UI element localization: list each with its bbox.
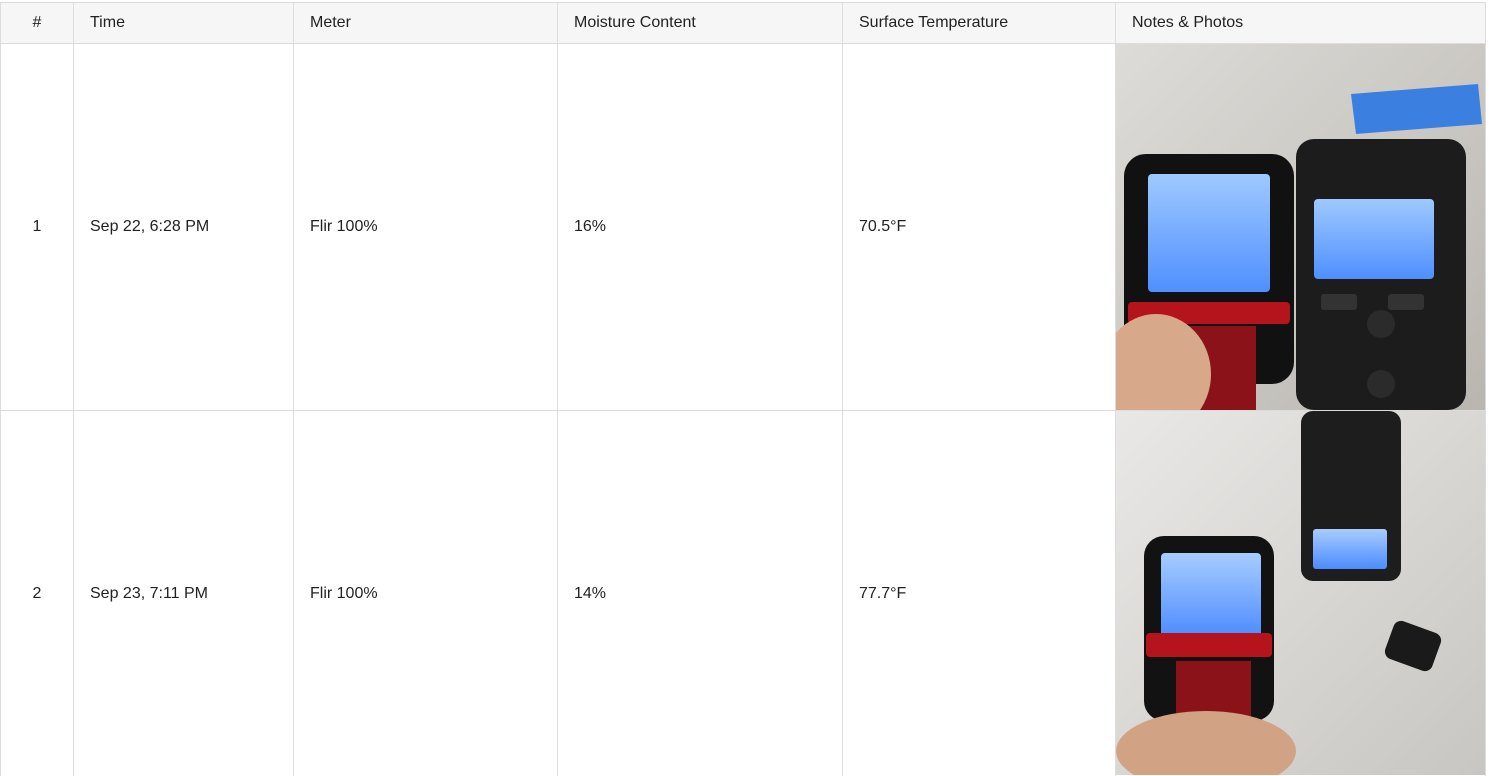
photo-cell: [1115, 43, 1486, 411]
header-cell: Surface Temperature: [842, 2, 1116, 44]
header-cell: #: [0, 2, 74, 44]
cell: 77.7°F: [842, 410, 1116, 776]
cell: Flir 100%: [293, 410, 558, 776]
header-row: # Time Meter Moisture Content Surface Te…: [0, 2, 1486, 44]
header-cell: Time: [73, 2, 294, 44]
cell: Sep 23, 7:11 PM: [73, 410, 294, 776]
header-cell: Notes & Photos: [1115, 2, 1486, 44]
cell: 14%: [557, 410, 843, 776]
cell: 70.5°F: [842, 43, 1116, 411]
header-cell: Meter: [293, 2, 558, 44]
photo[interactable]: [1116, 44, 1485, 410]
cell: 16%: [557, 43, 843, 411]
cell: 1: [0, 43, 74, 411]
cell: 2: [0, 410, 74, 776]
cell: Sep 22, 6:28 PM: [73, 43, 294, 411]
row: 2 Sep 23, 7:11 PM Flir 100% 14% 77.7°F: [0, 410, 1486, 776]
photo-cell: [1115, 410, 1486, 776]
cell: Flir 100%: [293, 43, 558, 411]
photo[interactable]: [1116, 411, 1485, 775]
row: 1 Sep 22, 6:28 PM Flir 100% 16% 70.5°F: [0, 43, 1486, 411]
header-cell: Moisture Content: [557, 2, 843, 44]
